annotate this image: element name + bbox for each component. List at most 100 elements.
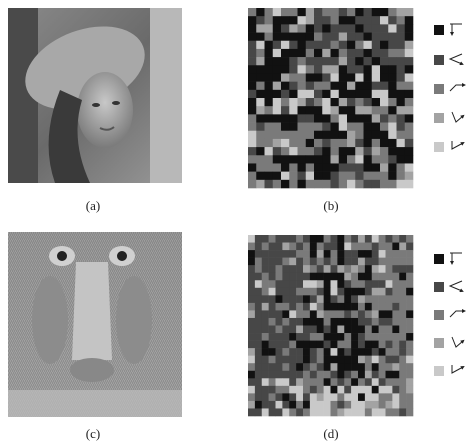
block	[281, 65, 290, 73]
block	[265, 123, 274, 131]
block	[351, 303, 358, 311]
block	[364, 33, 373, 41]
block	[255, 318, 262, 326]
block	[269, 258, 276, 266]
block	[306, 139, 315, 147]
block	[331, 73, 340, 81]
block	[262, 333, 269, 341]
block	[262, 386, 269, 394]
block	[322, 155, 331, 163]
block	[273, 147, 282, 155]
block	[355, 33, 364, 41]
block	[397, 155, 406, 163]
block	[358, 250, 365, 258]
block	[372, 33, 381, 41]
block	[306, 147, 315, 155]
block	[399, 273, 406, 281]
block	[289, 273, 296, 281]
legend-swatch	[434, 310, 444, 320]
block	[269, 243, 276, 251]
block	[310, 341, 317, 349]
block	[324, 273, 331, 281]
block	[388, 57, 397, 65]
block	[364, 163, 373, 171]
block	[388, 163, 397, 171]
block	[273, 172, 282, 180]
block	[399, 363, 406, 371]
block	[303, 348, 310, 356]
block	[273, 180, 282, 188]
block	[322, 49, 331, 57]
block	[372, 363, 379, 371]
block	[355, 8, 364, 16]
block	[355, 65, 364, 73]
block	[282, 401, 289, 409]
block	[337, 348, 344, 356]
block	[331, 303, 338, 311]
block	[317, 333, 324, 341]
block	[386, 363, 393, 371]
block	[317, 348, 324, 356]
block	[289, 386, 296, 394]
block	[399, 326, 406, 334]
block	[322, 147, 331, 155]
block	[324, 265, 331, 273]
block	[255, 341, 262, 349]
block	[399, 318, 406, 326]
block	[331, 401, 338, 409]
block	[289, 139, 298, 147]
block	[265, 98, 274, 106]
block	[248, 82, 257, 90]
block	[347, 73, 356, 81]
block	[273, 155, 282, 163]
block	[324, 288, 331, 296]
block	[365, 363, 372, 371]
block	[358, 401, 365, 409]
block	[347, 16, 356, 24]
block	[256, 90, 265, 98]
block	[406, 280, 413, 288]
block	[248, 273, 255, 281]
block	[392, 280, 399, 288]
legend-icon	[450, 54, 462, 64]
legend-icon	[450, 253, 462, 263]
block	[324, 356, 331, 364]
block	[347, 41, 356, 49]
block	[337, 341, 344, 349]
block	[386, 265, 393, 273]
block	[303, 393, 310, 401]
block	[262, 326, 269, 334]
block	[289, 401, 296, 409]
block	[322, 106, 331, 114]
block	[331, 49, 340, 57]
block	[351, 393, 358, 401]
block	[364, 139, 373, 147]
block	[289, 393, 296, 401]
block	[255, 258, 262, 266]
block	[306, 33, 315, 41]
block	[337, 235, 344, 243]
block	[379, 371, 386, 379]
block	[317, 295, 324, 303]
block	[344, 265, 351, 273]
block	[406, 250, 413, 258]
block	[364, 65, 373, 73]
block	[372, 408, 379, 416]
block	[248, 363, 255, 371]
block	[355, 155, 364, 163]
block	[337, 295, 344, 303]
block	[265, 114, 274, 122]
block	[248, 163, 257, 171]
block	[364, 123, 373, 131]
block	[289, 371, 296, 379]
block	[358, 408, 365, 416]
block	[397, 8, 406, 16]
block	[289, 288, 296, 296]
block	[269, 408, 276, 416]
block	[296, 363, 303, 371]
block	[397, 49, 406, 57]
block	[298, 172, 307, 180]
block	[276, 303, 283, 311]
block	[281, 16, 290, 24]
block	[406, 326, 413, 334]
